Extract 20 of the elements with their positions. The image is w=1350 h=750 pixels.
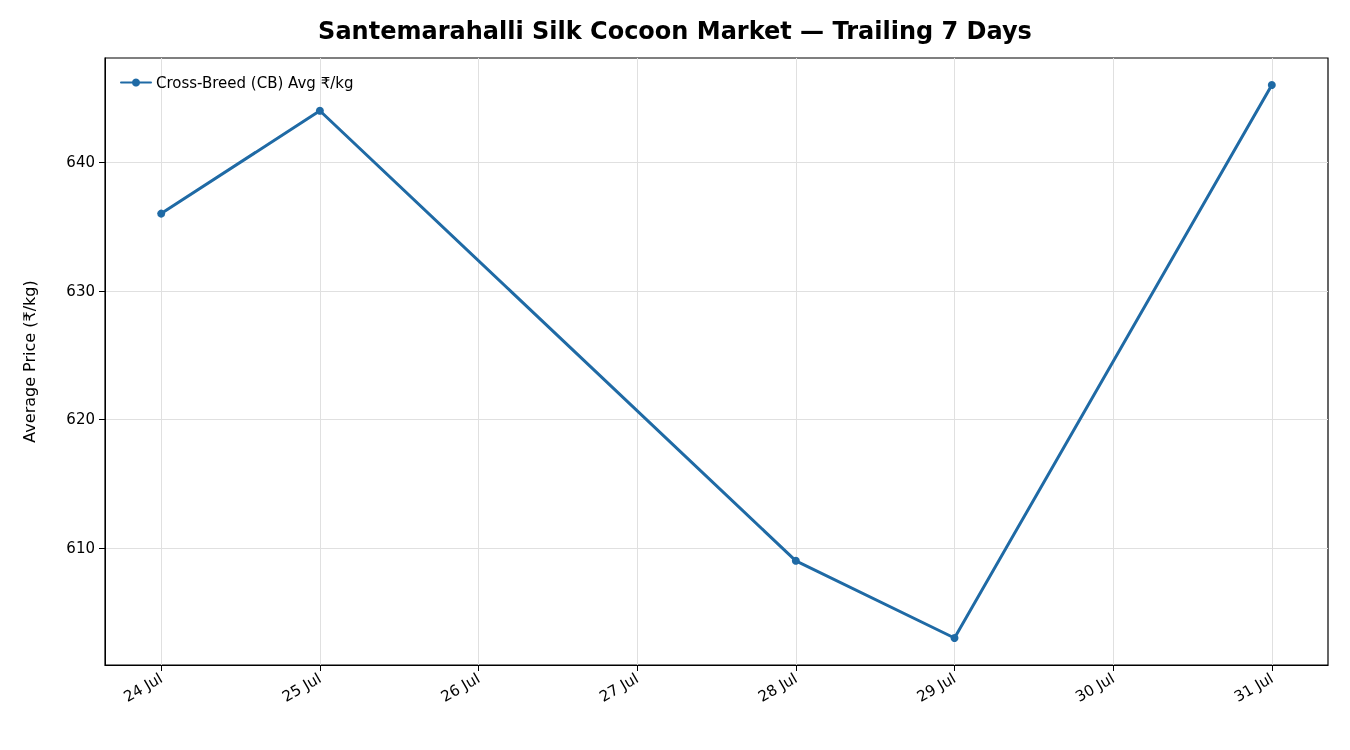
x-tick-label: 24 Jul: [120, 669, 166, 706]
point: [1267, 81, 1276, 89]
x-tick-label: 31 Jul: [1231, 669, 1277, 706]
y-tick-label: 610: [66, 538, 95, 557]
point: [315, 106, 324, 115]
x-tick-label: 27 Jul: [596, 669, 642, 706]
point: [791, 556, 800, 565]
x-tick-label: 25 Jul: [279, 669, 325, 706]
y-axis-title: Average Price (₹/kg): [19, 280, 39, 443]
y-tick-label: 620: [66, 410, 95, 429]
x-tick-label: 26 Jul: [437, 669, 484, 706]
y-tick-label: 640: [66, 153, 95, 172]
point: [950, 634, 959, 642]
x-tick-label: 30 Jul: [1072, 669, 1118, 706]
point: [157, 209, 166, 218]
y-tick-label: 630: [66, 281, 95, 300]
x-tick-label: 29 Jul: [913, 669, 959, 706]
legend-label: Cross-Breed (CB) Avg ₹/kg: [156, 73, 354, 92]
chart-title: Santemarahalli Silk Cocoon Market — Trailing 7 Days: [318, 17, 1032, 45]
x-tick-label: 28 Jul: [755, 669, 801, 706]
